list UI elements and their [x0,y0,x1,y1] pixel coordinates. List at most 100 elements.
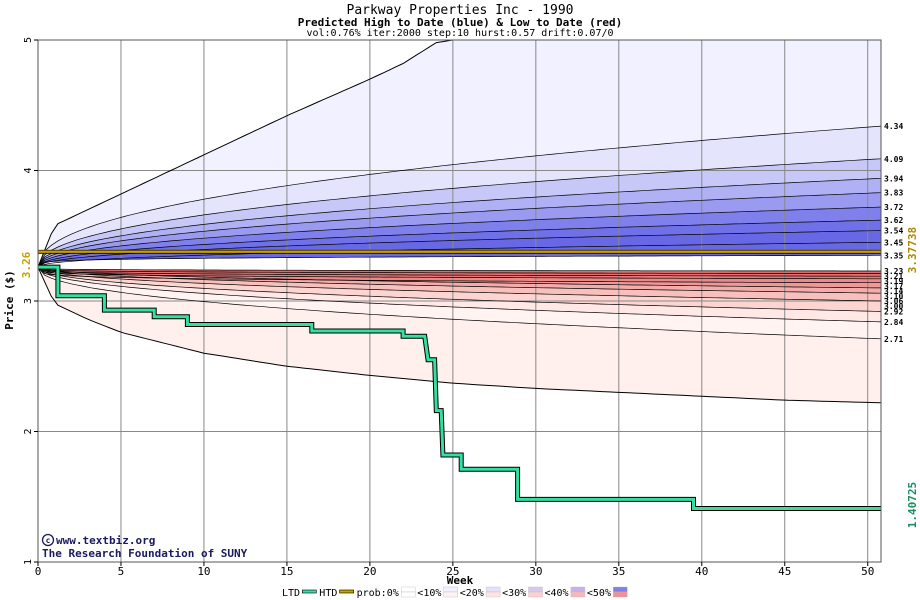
low-band-label: 3.17 [884,282,903,291]
center-band [38,255,881,271]
x-tick-label: 10 [197,565,210,578]
chart-subtitle: Predicted High to Date (blue) & Low to D… [297,16,623,29]
low-band-line [38,266,881,277]
low-band-line [38,266,881,294]
x-tick-label: 20 [363,565,376,578]
low-band-label: 3.19 [884,277,903,286]
ltd-line [38,265,881,510]
low-band-label: 3.21 [884,272,903,281]
copyright-icon [41,533,55,547]
low-band-line [38,266,881,274]
legend-prob-swatch-blue [443,586,458,593]
high-band-label: 3.94 [884,174,903,183]
lower-envelope-line [38,266,881,404]
y-tick-label: 2 [23,428,34,434]
high-band [38,158,881,268]
legend-prob-swatch-red [528,591,543,598]
high-band [38,40,881,268]
legend-prob-swatch-blue [401,586,416,593]
high-band [38,126,881,268]
x-tick-label: 30 [529,565,542,578]
low-band-label: 2.92 [884,307,903,316]
high-band [38,192,881,268]
high-band [38,207,881,268]
low-band-line [38,266,881,323]
low-band [38,267,881,322]
x-tick-label: 5 [118,565,125,578]
high-band-line [38,241,881,268]
legend-prob-swatch-red [443,591,458,598]
high-band-label: 3.83 [884,189,903,198]
y-tick-label: 3 [23,298,34,304]
legend-prob-swatch-blue [485,586,501,593]
legend-ltd-swatch [301,589,317,594]
legend-prob-label: <50% [587,588,611,599]
high-band-label: 3.45 [884,238,903,247]
x-tick-label: 15 [280,565,293,578]
low-band-line [38,266,881,272]
legend: LTD HTD prob:0% <10% <20% <30% <40% <50% [282,586,628,599]
watermark: c www.textbiz.org The Research Foundatio… [41,533,248,560]
high-band-label: 3.72 [884,203,903,212]
x-tick-label: 45 [778,565,791,578]
legend-prob-label: <20% [460,588,484,599]
high-band-outer [38,40,453,268]
y-axis-label: Price ($) [3,270,16,330]
x-tick-label: 25 [446,565,459,578]
low-band-label: 3.10 [884,292,903,301]
legend-prob-label: prob:0% [357,588,399,599]
low-band-label: 3.14 [884,287,903,296]
low-band-line [38,266,881,302]
legend-prob-swatch-blue [570,586,586,593]
start-price-label: 3.26 [20,251,33,278]
below-envelope [38,267,881,562]
y-tick-label: 5 [23,37,34,43]
legend-ltd-label: LTD [282,588,300,599]
legend-prob-swatch-red [613,591,628,598]
legend-prob-swatch-blue [613,586,628,593]
legend-prob-swatch-blue [528,586,543,593]
high-band-label: 3.62 [884,216,903,225]
x-tick-label: 40 [695,565,708,578]
low-band-line [38,266,881,340]
copyright-icon-glyph: c [46,536,51,545]
low-band-label: 2.71 [884,335,903,344]
low-band-line [38,266,881,312]
x-tick-label: 35 [612,565,625,578]
high-to-date-value: 3.37738 [906,227,919,273]
high-band-line [38,254,881,268]
low-band [38,267,881,339]
x-tick-label: 0 [35,565,42,578]
legend-prob-label: <40% [545,588,569,599]
high-band-line [38,219,881,268]
legend-prob-label: <30% [502,588,526,599]
high-band-line [38,158,881,268]
legend-htd-swatch [339,589,354,594]
legend-htd-label: HTD [319,588,337,599]
legend-prob-label: <10% [417,588,441,599]
high-band [38,242,881,268]
low-band-label: 3.00 [884,302,903,311]
watermark-org: The Research Foundation of SUNY [42,547,248,560]
upper-envelope-line [38,40,457,268]
low-band [38,267,881,301]
low-to-date-value: 1.40725 [906,482,919,528]
low-band [38,267,881,294]
low-band-outer [38,267,881,403]
low-band-line [38,266,881,280]
high-band-line [38,125,881,268]
high-band [38,220,881,268]
x-axis-label: Week [447,574,474,587]
high-band-line [38,192,881,268]
low-band-line [38,266,881,289]
y-tick-label: 4 [23,167,34,173]
low-band [38,267,881,312]
legend-prob-swatch-red [401,591,416,598]
legend-prob-swatch-red [570,591,586,598]
y-tick-label: 1 [23,559,34,565]
legend-prob-swatch-red [485,591,501,598]
high-band-line [38,177,881,268]
x-tick-label: 50 [861,565,874,578]
high-band [38,178,881,268]
